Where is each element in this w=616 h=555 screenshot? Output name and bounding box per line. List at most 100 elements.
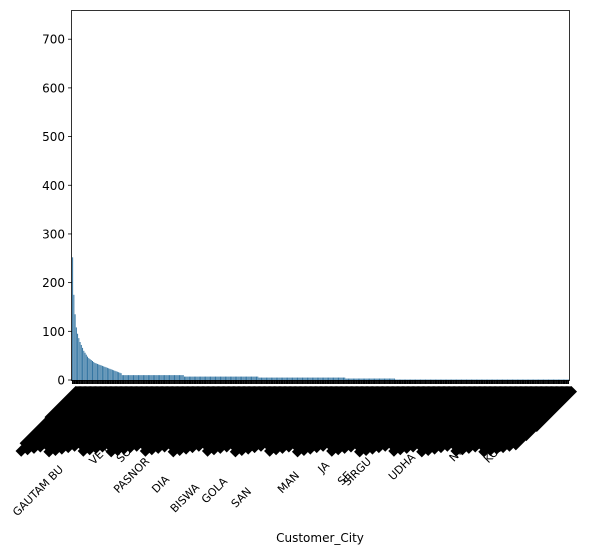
bar — [206, 376, 208, 380]
bar — [272, 377, 274, 380]
bar — [108, 368, 110, 380]
bar — [269, 377, 271, 380]
bar — [140, 375, 142, 380]
bar — [119, 372, 121, 380]
bar — [185, 376, 187, 380]
bar — [85, 354, 87, 380]
bar — [219, 376, 221, 380]
bar — [136, 375, 138, 380]
bar — [109, 368, 111, 380]
bar — [152, 375, 154, 380]
bar — [142, 375, 144, 380]
bar — [234, 376, 236, 380]
bar — [195, 376, 197, 380]
bar — [321, 377, 323, 380]
bar — [295, 377, 297, 380]
bar — [335, 377, 337, 380]
bar — [105, 367, 107, 380]
bar — [284, 377, 286, 380]
bar — [259, 377, 261, 380]
bar — [98, 364, 100, 380]
y-tick-label: 300 — [42, 227, 65, 241]
bar — [326, 377, 328, 380]
y-axis-ticks: 0 100 200 300 400 500 600 700 — [42, 33, 72, 388]
bar — [94, 362, 96, 380]
bar — [316, 377, 318, 380]
bar — [275, 377, 277, 380]
bar — [333, 377, 335, 380]
bar — [237, 376, 239, 380]
bar — [379, 378, 381, 380]
bar — [383, 378, 385, 380]
bar — [229, 376, 231, 380]
bar — [265, 377, 267, 380]
bar — [106, 367, 108, 380]
bar — [101, 365, 103, 380]
bar — [300, 377, 302, 380]
bar — [88, 358, 90, 380]
bar — [166, 375, 168, 380]
bar — [288, 377, 290, 380]
bar — [329, 377, 331, 380]
bar — [341, 377, 343, 380]
bar — [347, 378, 349, 380]
bar — [290, 377, 292, 380]
bar — [218, 376, 220, 380]
bar — [213, 376, 215, 380]
bar — [278, 377, 280, 380]
bar — [201, 376, 203, 380]
bar — [228, 376, 230, 380]
bar — [247, 376, 249, 380]
bar — [82, 347, 84, 380]
bar — [146, 375, 148, 380]
bar — [212, 376, 214, 380]
bar — [171, 375, 173, 380]
bar — [181, 375, 183, 380]
bar — [319, 377, 321, 380]
bar — [257, 376, 259, 380]
bar — [305, 377, 307, 380]
bar — [393, 378, 395, 380]
bar — [330, 377, 332, 380]
bar — [135, 375, 137, 380]
bar — [244, 376, 246, 380]
bar — [292, 377, 294, 380]
bar — [196, 376, 198, 380]
bar — [338, 377, 340, 380]
bar — [144, 375, 146, 380]
bar — [346, 378, 348, 380]
bar — [391, 378, 393, 380]
bar — [100, 365, 102, 380]
bar — [190, 376, 192, 380]
bar — [83, 350, 85, 380]
bar — [282, 377, 284, 380]
bar — [304, 377, 306, 380]
bar — [150, 375, 152, 380]
y-tick-label: 100 — [42, 325, 65, 339]
bar — [357, 378, 359, 380]
x-axis-tick-labels: GAUTAM BUVEMUSOPASNORDIABISWAGOLASANMANJ… — [10, 385, 578, 519]
bar — [350, 378, 352, 380]
bar — [299, 377, 301, 380]
bar — [270, 377, 272, 380]
bar — [120, 373, 122, 380]
bar — [157, 375, 159, 380]
bar — [289, 377, 291, 380]
bar — [121, 375, 123, 380]
bar — [324, 377, 326, 380]
x-axis-label: Customer_City — [276, 531, 364, 545]
bar — [392, 378, 394, 380]
bar — [90, 360, 92, 380]
bar — [264, 377, 266, 380]
bar — [388, 378, 390, 380]
bar — [273, 377, 275, 380]
bar — [200, 376, 202, 380]
y-tick-label: 200 — [42, 276, 65, 290]
bar — [367, 378, 369, 380]
bar — [387, 378, 389, 380]
bar — [318, 377, 320, 380]
bar — [385, 378, 387, 380]
bar — [280, 377, 282, 380]
bar — [147, 375, 149, 380]
